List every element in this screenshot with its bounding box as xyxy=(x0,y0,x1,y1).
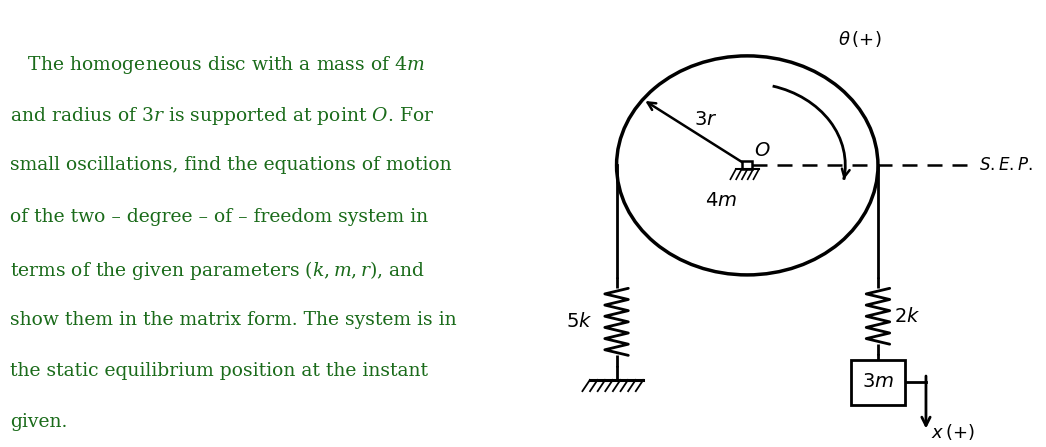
Text: $x\,(+)$: $x\,(+)$ xyxy=(931,422,975,443)
Text: and radius of $3r$ is supported at point $O$. For: and radius of $3r$ is supported at point… xyxy=(10,105,434,127)
Text: show them in the matrix form. The system is in: show them in the matrix form. The system… xyxy=(10,311,457,329)
Bar xyxy=(743,161,752,169)
Text: of the two – degree – of – freedom system in: of the two – degree – of – freedom syste… xyxy=(10,208,429,226)
Text: The homogeneous disc with a mass of $4m$: The homogeneous disc with a mass of $4m$ xyxy=(10,54,425,76)
Text: $3m$: $3m$ xyxy=(862,373,893,391)
Text: $\theta\,(+)$: $\theta\,(+)$ xyxy=(838,29,882,49)
Text: $5k$: $5k$ xyxy=(566,312,592,331)
Text: the static equilibrium position at the instant: the static equilibrium position at the i… xyxy=(10,362,428,380)
Text: small oscillations, find the equations of motion: small oscillations, find the equations o… xyxy=(10,156,452,174)
Text: $S.E.P.$: $S.E.P.$ xyxy=(979,157,1033,174)
Text: $2k$: $2k$ xyxy=(894,307,920,326)
Text: $4m$: $4m$ xyxy=(705,192,736,210)
Text: $3r$: $3r$ xyxy=(693,111,718,129)
Text: $O$: $O$ xyxy=(754,142,771,160)
Text: given.: given. xyxy=(10,413,68,431)
Text: terms of the given parameters $(k,m,r)$, and: terms of the given parameters $(k,m,r)$,… xyxy=(10,259,426,282)
Bar xyxy=(851,360,905,405)
